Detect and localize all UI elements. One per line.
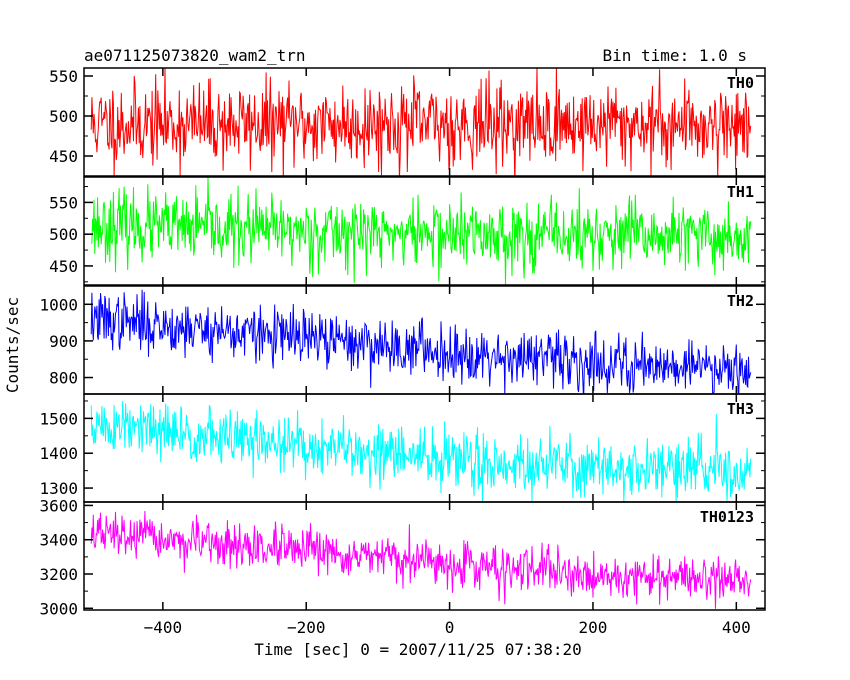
- panel-th1: 450 500 550 TH1: [49, 176, 766, 286]
- series-th0: [90, 68, 752, 176]
- panel-frame: [83, 501, 766, 611]
- y-tick-label: 500: [49, 225, 78, 244]
- panel-th3: 1300 1400 1500 TH3: [39, 393, 766, 503]
- y-tick-label: 3000: [39, 599, 78, 618]
- panel-th0123: 3000 3200 3400 3600 TH0123: [39, 496, 766, 618]
- panel-frame: [83, 67, 766, 177]
- series-th2: [90, 289, 752, 394]
- panel-frame: [83, 176, 766, 286]
- panel-label: TH2: [727, 292, 754, 310]
- bin-time-label: Bin time: 1.0 s: [603, 46, 748, 65]
- y-tick-label: 550: [49, 67, 78, 86]
- panel-th0: 450 500 550 TH0: [49, 67, 766, 177]
- panel-label: TH1: [727, 183, 754, 201]
- x-axis-label: Time [sec] 0 = 2007/11/25 07:38:20: [254, 640, 582, 659]
- x-tick-label: −400: [144, 618, 183, 637]
- y-tick-label: 450: [49, 147, 78, 166]
- x-tick-label: 400: [722, 618, 751, 637]
- y-tick-label: 1400: [39, 444, 78, 463]
- x-tick-label: 200: [579, 618, 608, 637]
- y-tick-label: 1500: [39, 409, 78, 428]
- y-axis-label: Counts/sec: [3, 297, 22, 393]
- series-th1: [90, 177, 752, 285]
- source-title: ae071125073820_wam2_trn: [84, 46, 306, 65]
- panel-label: TH3: [727, 400, 754, 418]
- series-th3: [90, 400, 752, 502]
- panel-th2: 800 900 1000 TH2: [39, 285, 766, 395]
- y-tick-label: 1300: [39, 479, 78, 498]
- y-tick-label: 3600: [39, 496, 78, 515]
- y-tick-label: 3400: [39, 531, 78, 550]
- x-tick-label: −200: [287, 618, 326, 637]
- series-th0123: [90, 510, 752, 609]
- panel-label: TH0123: [700, 508, 754, 526]
- x-tick-label: 0: [445, 618, 455, 637]
- y-tick-label: 500: [49, 107, 78, 126]
- y-tick-label: 3200: [39, 565, 78, 584]
- panel-label: TH0: [727, 74, 754, 92]
- panels-group: 450 500 550 TH0 450 500 550 TH1 800 900 1000 TH2 130…: [39, 67, 766, 618]
- y-tick-label: 900: [49, 332, 78, 351]
- y-tick-label: 550: [49, 193, 78, 212]
- y-tick-label: 450: [49, 257, 78, 276]
- y-tick-label: 800: [49, 369, 78, 388]
- x-axis: −400 −200 0 200 400: [144, 618, 751, 637]
- y-tick-label: 1000: [39, 295, 78, 314]
